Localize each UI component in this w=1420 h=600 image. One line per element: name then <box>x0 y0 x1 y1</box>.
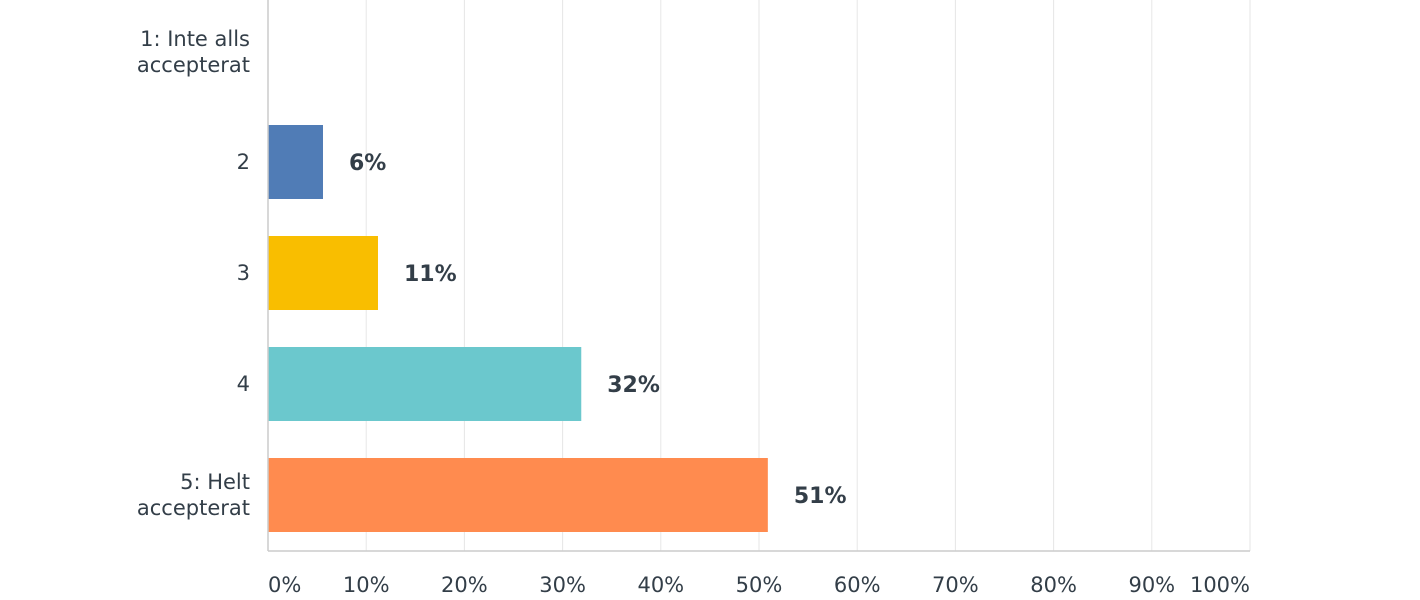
category-label: 4 <box>237 372 250 396</box>
bar <box>268 236 378 310</box>
category-label: 1: Inte alls accepterat <box>137 27 250 77</box>
data-label: 11% <box>404 262 457 287</box>
axes <box>267 0 1250 552</box>
bars <box>268 125 768 532</box>
x-tick-label: 40% <box>637 573 684 597</box>
bar <box>268 125 323 199</box>
x-tick-label: 20% <box>441 573 488 597</box>
gridlines <box>365 0 1251 551</box>
data-label: 32% <box>607 373 660 398</box>
x-tick-label: 100% <box>1190 573 1250 597</box>
x-tick-label: 50% <box>736 573 783 597</box>
category-label: 2 <box>237 150 250 174</box>
data-label: 51% <box>794 484 847 509</box>
x-tick-label: 10% <box>343 573 390 597</box>
x-tick-label: 80% <box>1030 573 1077 597</box>
bar <box>268 458 768 532</box>
x-tick-label: 60% <box>834 573 881 597</box>
category-label: 5: Helt accepterat <box>137 470 250 520</box>
category-labels: 1: Inte alls accepterat 2 3 4 5: Helt accepter… <box>137 27 250 520</box>
data-labels: 6% 11% 32% 51% <box>349 151 847 509</box>
category-label: 3 <box>237 261 250 285</box>
x-tick-label: 30% <box>539 573 586 597</box>
x-tick-label: 70% <box>932 573 979 597</box>
bar <box>268 347 582 421</box>
data-label: 6% <box>349 151 386 176</box>
x-tick-labels: 0% 10% 20% 30% 40% 50% 60% 70% 80% 90% 100% <box>268 573 1250 597</box>
x-tick-label: 0% <box>268 573 301 597</box>
x-tick-label: 90% <box>1128 573 1175 597</box>
